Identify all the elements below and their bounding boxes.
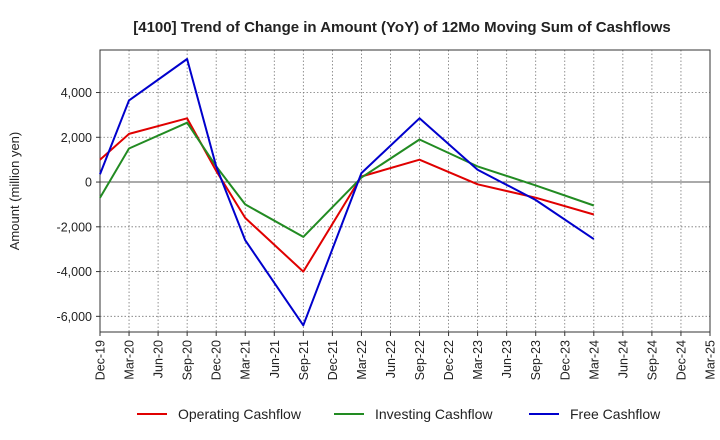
operating-cashflow-line (99, 117, 595, 273)
legend: Operating Cashflow Investing Cashflow Free… (137, 406, 661, 422)
x-tick-label: Jun-23 (500, 340, 514, 378)
legend-label-free-cashflow: Free Cashflow (570, 406, 661, 422)
grid-layer (100, 50, 710, 332)
legend-label-operating-cashflow: Operating Cashflow (178, 406, 302, 422)
y-tick-label: -4,000 (57, 265, 92, 279)
x-tick-label: Mar-25 (704, 340, 718, 380)
legend-item-free-cashflow: Free Cashflow (529, 406, 661, 422)
y-tick-label: 2,000 (61, 131, 92, 145)
x-tick-label: Dec-22 (442, 340, 456, 380)
x-tick-label: Dec-21 (326, 340, 340, 380)
x-tick-label: Dec-23 (558, 340, 572, 380)
x-tick-label: Sep-24 (645, 340, 659, 380)
legend-item-operating-cashflow: Operating Cashflow (137, 406, 302, 422)
legend-label-investing-cashflow: Investing Cashflow (375, 406, 493, 422)
investing-cashflow-line (99, 121, 595, 238)
x-tick-label: Jun-21 (268, 340, 282, 378)
chart-title: [4100] Trend of Change in Amount (YoY) o… (133, 19, 671, 36)
operating-cashflow-series (99, 117, 595, 273)
x-tick-label: Mar-20 (123, 340, 137, 380)
axis-layer: Dec-19 Mar-20 Jun-20 Sep-20 Dec-20 Mar-21 Jun-… (57, 49, 718, 380)
x-tick-label: Jun-24 (616, 340, 630, 378)
x-tick-label: Mar-23 (471, 340, 485, 380)
y-tick-label: 4,000 (61, 86, 92, 100)
free-cashflow-series (99, 58, 595, 327)
y-axis-label: Amount (million yen) (7, 132, 22, 251)
x-tick-label: Mar-24 (587, 340, 601, 380)
x-tick-label: Mar-21 (239, 340, 253, 380)
x-tick-label: Sep-21 (297, 340, 311, 380)
x-tick-label: Mar-22 (355, 340, 369, 380)
legend-item-investing-cashflow: Investing Cashflow (334, 406, 493, 422)
x-tick-label: Sep-22 (413, 340, 427, 380)
y-tick-label: -2,000 (57, 220, 92, 234)
plot-frame (99, 49, 711, 333)
x-tick-label: Jun-22 (384, 340, 398, 378)
series-layer (99, 58, 595, 327)
free-cashflow-line (99, 58, 595, 327)
x-tick-label: Dec-24 (674, 340, 688, 380)
x-tick-label: Sep-20 (181, 340, 195, 380)
x-tick-label: Sep-23 (529, 340, 543, 380)
x-tick-label: Dec-20 (210, 340, 224, 380)
x-tick-label: Dec-19 (94, 340, 108, 380)
y-tick-label: 0 (85, 176, 92, 190)
y-tick-label: -6,000 (57, 310, 92, 324)
x-tick-label: Jun-20 (152, 340, 166, 378)
